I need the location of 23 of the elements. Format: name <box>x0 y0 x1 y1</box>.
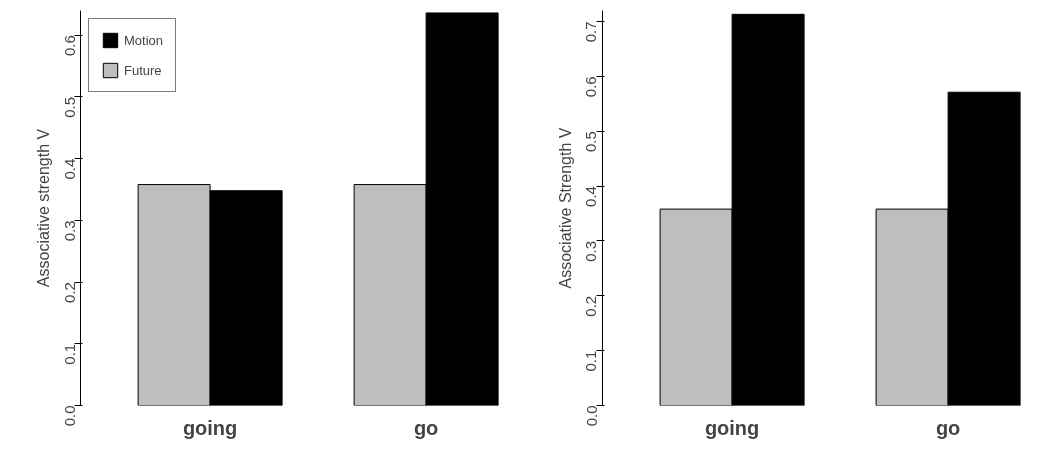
y-tick-label: 0.3 <box>60 220 78 242</box>
y-tick-label: 0.2 <box>582 295 600 317</box>
x-tick-label: go <box>413 416 439 439</box>
y-tick-label: 0.5 <box>582 131 600 153</box>
y-tick-label: 0.0 <box>582 405 600 427</box>
x-tick-label: going <box>704 416 760 439</box>
legend-label: Future <box>124 62 162 78</box>
y-tick-label: 0.1 <box>582 350 600 372</box>
y-tick-label: 0.2 <box>60 282 78 303</box>
legend-label: Motion <box>124 32 164 48</box>
x-tick-label: go <box>935 416 961 439</box>
y-tick-label: 0.5 <box>60 96 78 118</box>
y-tick-label: 0.7 <box>582 21 600 43</box>
y-axis-title: Associative strength V <box>34 128 52 288</box>
y-axis-title: Associative Strength V <box>556 127 574 289</box>
x-tick-label: going <box>182 416 238 439</box>
y-tick-label: 0.6 <box>60 35 78 57</box>
y-tick-label: 0.4 <box>60 158 78 180</box>
y-tick-label: 0.0 <box>60 405 78 427</box>
y-tick-label: 0.6 <box>582 76 600 98</box>
y-tick-label: 0.1 <box>60 343 78 365</box>
y-tick-label: 0.4 <box>582 186 600 207</box>
y-tick-label: 0.3 <box>582 240 600 262</box>
